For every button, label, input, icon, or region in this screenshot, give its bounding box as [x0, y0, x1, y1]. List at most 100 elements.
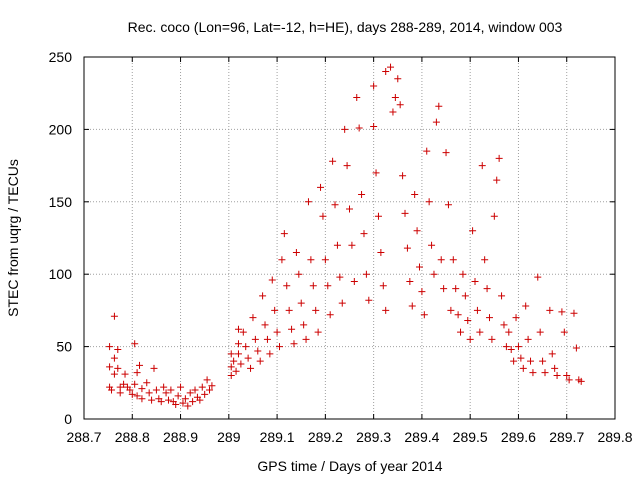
data-point: [512, 314, 520, 322]
data-points: [106, 63, 585, 410]
data-point: [307, 256, 315, 264]
data-point: [244, 354, 252, 362]
data-point: [259, 292, 267, 300]
data-point: [283, 282, 291, 290]
x-tick-label: 288.9: [163, 429, 198, 445]
data-point: [266, 350, 274, 358]
y-tick-label: 0: [64, 411, 72, 427]
data-point: [548, 350, 556, 358]
data-point: [396, 101, 404, 109]
data-point: [338, 299, 346, 307]
data-point: [355, 124, 363, 132]
data-point: [454, 311, 462, 319]
data-point: [382, 67, 390, 75]
data-point: [387, 63, 395, 71]
x-tick-label: 289.7: [549, 429, 584, 445]
data-point: [324, 282, 332, 290]
data-point: [131, 380, 139, 388]
data-point: [428, 241, 436, 249]
data-point: [471, 277, 479, 285]
data-point: [230, 357, 238, 365]
data-point: [464, 317, 472, 325]
data-point: [469, 227, 477, 235]
y-ticks: 0 50 100 150 200 250: [49, 49, 615, 427]
data-point: [292, 248, 300, 256]
data-point: [131, 340, 139, 348]
data-point: [418, 288, 426, 296]
data-point: [203, 376, 211, 384]
data-point: [401, 209, 409, 217]
y-tick-label: 250: [49, 49, 73, 65]
x-axis-label: GPS time / Days of year 2014: [257, 458, 442, 474]
data-point: [449, 256, 457, 264]
data-point: [389, 108, 397, 116]
x-tick-label: 289.3: [356, 429, 391, 445]
data-point: [333, 241, 341, 249]
data-point: [546, 306, 554, 314]
data-point: [341, 125, 349, 133]
data-point: [254, 347, 262, 355]
plot-frame: [83, 56, 616, 420]
data-point: [331, 201, 339, 209]
data-point: [577, 377, 585, 385]
data-point: [317, 183, 325, 191]
data-point: [370, 123, 378, 131]
data-point: [196, 396, 204, 404]
data-point: [251, 335, 259, 343]
data-point: [476, 328, 484, 336]
data-point: [285, 306, 293, 314]
data-point: [319, 212, 327, 220]
data-point: [297, 299, 305, 307]
data-point: [150, 364, 158, 372]
data-point: [507, 345, 515, 353]
data-point: [379, 282, 387, 290]
data-point: [457, 328, 465, 336]
data-point: [336, 273, 344, 281]
data-point: [500, 321, 508, 329]
data-point: [343, 162, 351, 170]
data-point: [447, 306, 455, 314]
data-point: [514, 343, 522, 351]
x-tick-label: 288.7: [66, 429, 101, 445]
data-point: [162, 389, 170, 397]
data-point: [358, 191, 366, 199]
data-point: [353, 94, 361, 102]
data-point: [399, 172, 407, 180]
data-point: [206, 386, 214, 394]
data-point: [570, 309, 578, 317]
data-point: [415, 263, 423, 271]
data-point: [495, 154, 503, 162]
data-point: [110, 354, 118, 362]
data-point: [268, 276, 276, 284]
data-point: [300, 321, 308, 329]
data-point: [138, 385, 146, 393]
x-tick-label: 288.8: [115, 429, 150, 445]
y-tick-label: 200: [49, 121, 73, 137]
data-point: [505, 328, 513, 336]
data-point: [350, 277, 358, 285]
data-point: [382, 306, 390, 314]
data-point: [329, 157, 337, 165]
data-point: [261, 321, 269, 329]
data-point: [572, 344, 580, 352]
data-point: [181, 395, 189, 403]
data-point: [529, 369, 537, 377]
data-point: [483, 285, 491, 293]
data-point: [524, 335, 532, 343]
data-point: [295, 270, 303, 278]
data-point: [126, 386, 134, 394]
data-point: [106, 363, 114, 371]
data-point: [312, 306, 320, 314]
data-point: [423, 147, 431, 155]
data-point: [551, 364, 559, 372]
data-point: [157, 398, 165, 406]
y-tick-label: 50: [56, 339, 72, 355]
data-point: [120, 380, 128, 388]
data-point: [493, 176, 501, 184]
data-point: [420, 311, 428, 319]
data-point: [536, 328, 544, 336]
data-point: [288, 325, 296, 333]
data-point: [160, 383, 168, 391]
data-point: [553, 372, 561, 380]
data-point: [374, 212, 382, 220]
